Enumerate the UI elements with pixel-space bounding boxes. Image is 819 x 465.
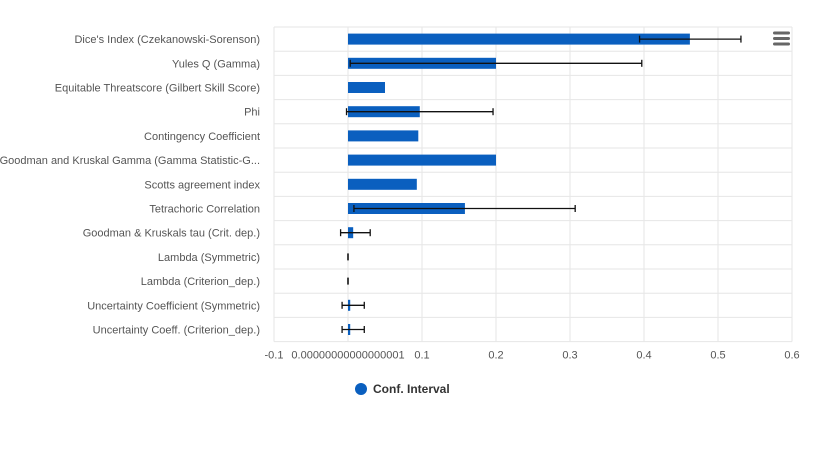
bar[interactable]: [348, 178, 417, 190]
error-bar: [638, 35, 742, 43]
category-label: Dice's Index (Czekanowski-Sorenson): [74, 34, 260, 46]
x-tick-label: 0.00000000000000001: [291, 350, 404, 362]
error-bar: [353, 205, 576, 212]
category-label: Scotts agreement index: [144, 179, 260, 191]
error-bar: [349, 59, 643, 67]
category-labels: Dice's Index (Czekanowski-Sorenson) Yules…: [0, 34, 260, 336]
x-tick-label: -0.1: [265, 350, 284, 362]
x-tick-label: 0.4: [636, 350, 651, 362]
legend[interactable]: Conf. Interval: [355, 382, 450, 396]
chart-menu-button[interactable]: [768, 26, 796, 50]
legend-marker[interactable]: [355, 383, 367, 395]
category-label: Uncertainty Coeff. (Criterion_dep.): [93, 325, 260, 337]
error-bar: [345, 108, 494, 116]
menu-icon-line[interactable]: [773, 42, 790, 46]
bar[interactable]: [348, 33, 690, 45]
category-label: Uncertainty Coefficient (Symmetric): [87, 300, 260, 312]
bar[interactable]: [348, 154, 496, 166]
error-bar: [339, 229, 371, 237]
category-label: Lambda (Symmetric): [158, 252, 260, 264]
category-label: Tetrachoric Correlation: [149, 204, 260, 216]
bar[interactable]: [348, 82, 385, 93]
grid-lines: [273, 26, 793, 343]
category-label: Phi: [244, 107, 260, 119]
category-label: Contingency Coefficient: [144, 131, 260, 143]
error-bar: [341, 326, 365, 333]
x-tick-label: 0.1: [414, 350, 429, 362]
x-tick-label: 0.3: [562, 350, 577, 362]
bars: [348, 33, 690, 335]
x-tick-label: 0.5: [710, 350, 725, 362]
legend-label[interactable]: Conf. Interval: [373, 382, 450, 396]
category-label: Lambda (Criterion_dep.): [141, 276, 260, 288]
menu-icon-line[interactable]: [773, 31, 790, 35]
x-tick-label: 0.6: [784, 350, 799, 362]
hamburger-menu-icon[interactable]: [773, 31, 790, 46]
bar[interactable]: [348, 130, 419, 142]
category-label: Goodman & Kruskals tau (Crit. dep.): [83, 228, 260, 240]
category-label: Goodman and Kruskal Gamma (Gamma Statist…: [0, 155, 260, 167]
category-label: Yules Q (Gamma): [172, 58, 260, 70]
error-bars: [339, 35, 742, 333]
category-label: Equitable Threatscore (Gilbert Skill Sco…: [55, 83, 260, 95]
x-tick-label: 0.2: [488, 350, 503, 362]
x-axis-ticks: -0.1 0.00000000000000001 0.1 0.2 0.3 0.4 0.5 0.…: [265, 350, 800, 362]
menu-icon-line[interactable]: [773, 37, 790, 40]
error-bar: [341, 301, 365, 309]
